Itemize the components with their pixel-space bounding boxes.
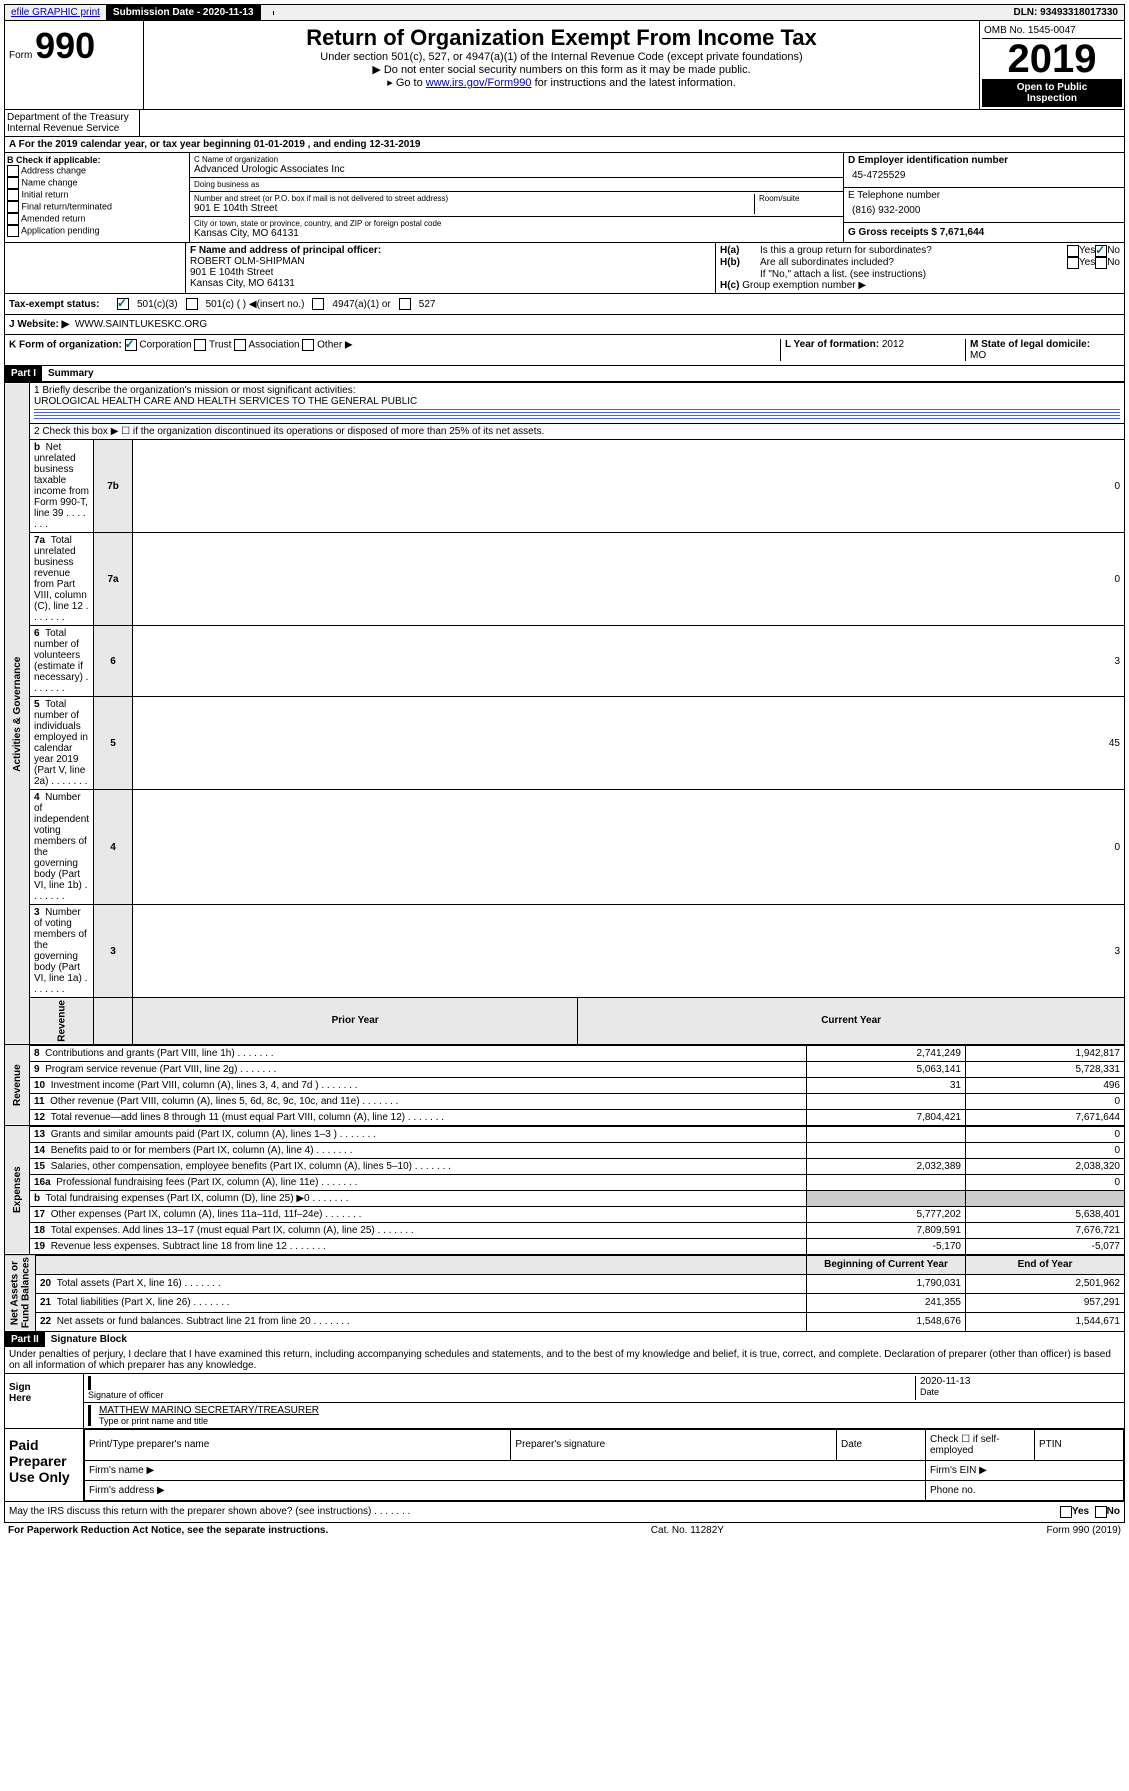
col-d: D Employer identification number 45-4725… (844, 153, 1124, 242)
cb-527[interactable] (399, 298, 411, 310)
dept: Department of the Treasury Internal Reve… (5, 110, 140, 136)
irs-link[interactable]: www.irs.gov/Form990 (426, 77, 532, 89)
cb-address[interactable] (7, 165, 19, 177)
title-area: Return of Organization Exempt From Incom… (144, 21, 979, 109)
paid-prep-label: Paid Preparer Use Only (5, 1429, 84, 1501)
year-header-row: Revenue Prior Year Current Year (5, 998, 1125, 1045)
table-row: b Total fundraising expenses (Part IX, c… (5, 1190, 1125, 1206)
discuss-row: May the IRS discuss this return with the… (4, 1502, 1125, 1523)
form-label: Form 990 (5, 21, 144, 109)
header-row: Form 990 Return of Organization Exempt F… (4, 21, 1125, 110)
table-row: Expenses13 Grants and similar amounts pa… (5, 1126, 1125, 1142)
table-row: 15 Salaries, other compensation, employe… (5, 1158, 1125, 1174)
cb-corp[interactable] (125, 339, 137, 351)
tel: (816) 932-2000 (848, 201, 1120, 220)
dept-row: Department of the Treasury Internal Reve… (4, 110, 1125, 137)
col-b: B Check if applicable: Address change Na… (5, 153, 190, 242)
cb-trust[interactable] (194, 339, 206, 351)
footer: For Paperwork Reduction Act Notice, see … (4, 1523, 1125, 1538)
table-row: b Net unrelated business taxable income … (5, 440, 1125, 533)
cb-final[interactable] (7, 201, 19, 213)
table-row: 4 Number of independent voting members o… (5, 790, 1125, 905)
cb-hb-yes[interactable] (1067, 257, 1079, 269)
part1: Part I Summary (4, 366, 1125, 382)
cb-hb-no[interactable] (1095, 257, 1107, 269)
part2: Part II Signature Block Under penalties … (4, 1332, 1125, 1374)
part2-title: Signature Block (45, 1332, 133, 1347)
officer-row: F Name and address of principal officer:… (4, 243, 1125, 294)
preparer-section: Paid Preparer Use Only Print/Type prepar… (4, 1429, 1125, 1502)
year-box: OMB No. 1545-0047 2019 Open to Public In… (979, 21, 1124, 109)
cb-discuss-yes[interactable] (1060, 1506, 1072, 1518)
table-row: Revenue8 Contributions and grants (Part … (5, 1045, 1125, 1061)
net-header: Net Assets or Fund BalancesBeginning of … (5, 1255, 1125, 1274)
vert-rev: Revenue (30, 998, 94, 1045)
website-row: J Website: ▶ WWW.SAINTLUKESKC.ORG (4, 315, 1125, 335)
table-row: 18 Total expenses. Add lines 13–17 (must… (5, 1222, 1125, 1238)
table-row: 21 Total liabilities (Part X, line 26)24… (5, 1293, 1125, 1312)
title-main: Return of Organization Exempt From Incom… (148, 25, 975, 51)
cb-ha-no[interactable] (1095, 245, 1107, 257)
city: Kansas City, MO 64131 (194, 228, 839, 239)
table-row: 7a Total unrelated business revenue from… (5, 533, 1125, 626)
sign-section: Sign Here Signature of officer 2020-11-1… (4, 1374, 1125, 1429)
entity-block: B Check if applicable: Address change Na… (4, 153, 1125, 243)
tax-status: Tax-exempt status: 501(c)(3) 501(c) ( ) … (4, 294, 1125, 315)
cb-ha-yes[interactable] (1067, 245, 1079, 257)
korg-row: K Form of organization: Corporation Trus… (4, 335, 1125, 366)
row-a: A For the 2019 calendar year, or tax yea… (4, 137, 1125, 153)
table-row: 3 Number of voting members of the govern… (5, 905, 1125, 998)
gross: G Gross receipts $ 7,671,644 (848, 227, 984, 238)
top-bar: efile GRAPHIC print Submission Date - 20… (4, 4, 1125, 21)
table-row: 16a Professional fundraising fees (Part … (5, 1174, 1125, 1190)
efile-link[interactable]: efile GRAPHIC print (5, 5, 107, 20)
addr: 901 E 104th Street (194, 203, 754, 214)
year: 2019 (982, 39, 1122, 79)
part2-label: Part II (5, 1332, 45, 1347)
table-row: 17 Other expenses (Part IX, column (A), … (5, 1206, 1125, 1222)
table-row: 20 Total assets (Part X, line 16)1,790,0… (5, 1274, 1125, 1293)
table-row: 22 Net assets or fund balances. Subtract… (5, 1312, 1125, 1331)
table-row: 14 Benefits paid to or for members (Part… (5, 1142, 1125, 1158)
cb-other[interactable] (302, 339, 314, 351)
table-row: 5 Total number of individuals employed i… (5, 697, 1125, 790)
cb-501c[interactable] (186, 298, 198, 310)
cb-namechange[interactable] (7, 177, 19, 189)
form-990: 990 (35, 25, 95, 66)
cb-initial[interactable] (7, 189, 19, 201)
dln: DLN: 93493318017330 (1007, 5, 1124, 20)
open-public: Open to Public Inspection (982, 79, 1122, 107)
col-c: C Name of organization Advanced Urologic… (190, 153, 844, 242)
note1: Do not enter social security numbers on … (148, 63, 975, 76)
part1-label: Part I (5, 366, 42, 381)
title-sub: Under section 501(c), 527, or 4947(a)(1)… (148, 51, 975, 63)
cb-assoc[interactable] (234, 339, 246, 351)
table-row: 12 Total revenue—add lines 8 through 11 … (5, 1109, 1125, 1125)
part1-title: Summary (42, 366, 100, 381)
mission: UROLOGICAL HEALTH CARE AND HEALTH SERVIC… (34, 396, 1120, 407)
cb-4947[interactable] (312, 298, 324, 310)
vert-gov: Activities & Governance (5, 383, 30, 1045)
table-row: 9 Program service revenue (Part VIII, li… (5, 1061, 1125, 1077)
revenue-table: Revenue8 Contributions and grants (Part … (4, 1045, 1125, 1126)
spacer (261, 11, 274, 15)
expense-table: Expenses13 Grants and similar amounts pa… (4, 1126, 1125, 1255)
cb-501c3[interactable] (117, 298, 129, 310)
net-table: Net Assets or Fund BalancesBeginning of … (4, 1255, 1125, 1332)
table-row: 6 Total number of volunteers (estimate i… (5, 626, 1125, 697)
org-name: Advanced Urologic Associates Inc (194, 164, 839, 175)
cb-pending[interactable] (7, 225, 19, 237)
table-row: 10 Investment income (Part VIII, column … (5, 1077, 1125, 1093)
submission-date: Submission Date - 2020-11-13 (107, 5, 261, 20)
cb-amended[interactable] (7, 213, 19, 225)
website-value: WWW.SAINTLUKESKC.ORG (75, 319, 207, 330)
summary-table: Activities & Governance 1 Briefly descri… (4, 382, 1125, 1045)
table-row: 11 Other revenue (Part VIII, column (A),… (5, 1093, 1125, 1109)
sign-here-label: Sign Here (5, 1374, 84, 1428)
note2: Go to www.irs.gov/Form990 for instructio… (148, 76, 975, 89)
cb-discuss-no[interactable] (1095, 1506, 1107, 1518)
perjury: Under penalties of perjury, I declare th… (5, 1347, 1124, 1373)
table-row: 19 Revenue less expenses. Subtract line … (5, 1238, 1125, 1254)
ein: 45-4725529 (848, 166, 1120, 185)
